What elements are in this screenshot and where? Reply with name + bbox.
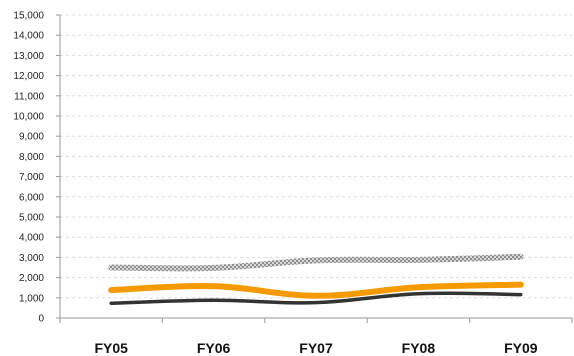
y-tick-label: 8,000 [19,152,44,163]
gridlines [60,14,572,299]
series-lines [108,253,524,306]
y-tick-label: 12,000 [13,71,44,82]
y-axis-ticks: 0 1,000 2,000 3,000 4,000 5,000 6,000 7,000 8,00… [13,11,44,325]
axes [56,14,573,323]
y-tick-label: 2,000 [19,273,44,284]
y-tick-label: 4,000 [19,233,44,244]
x-tick-label: FY08 [402,340,436,356]
y-tick-label: 6,000 [19,192,44,203]
x-tick-label: FY06 [197,340,231,356]
y-tick-label: 15,000 [13,11,44,22]
y-tick-label: 10,000 [13,112,44,123]
series-line-dark [109,291,523,306]
y-tick-label: 9,000 [19,132,44,143]
x-axis-ticks: FY05 FY06 FY07 FY08 FY09 [94,340,537,356]
y-tick-label: 7,000 [19,172,44,183]
y-tick-label: 5,000 [19,213,44,224]
x-tick-label: FY07 [299,340,333,356]
y-tick-label: 3,000 [19,253,44,264]
x-tick-label: FY05 [94,340,128,356]
y-tick-label: 14,000 [13,31,44,42]
series-line-gray [108,253,524,272]
y-tick-label: 13,000 [13,51,44,62]
y-tick-label: 1,000 [19,293,44,304]
x-tick-label: FY09 [504,340,538,356]
series-line-orange [108,281,524,299]
y-tick-label: 11,000 [14,91,44,102]
y-tick-label: 0 [38,314,44,325]
